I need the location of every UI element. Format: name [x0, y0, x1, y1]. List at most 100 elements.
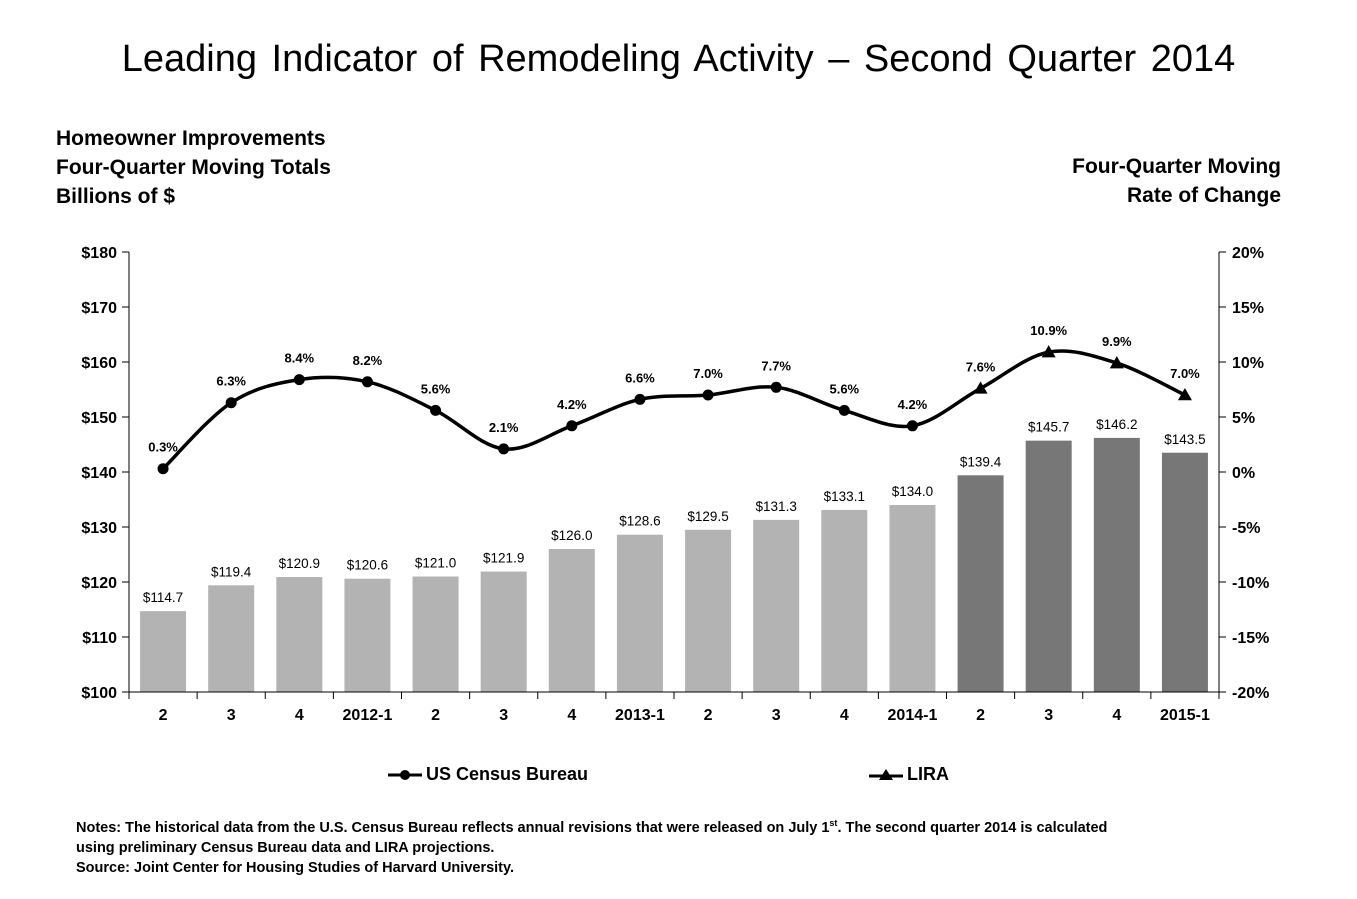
x-axis-tick-label: 2	[159, 707, 168, 724]
bar	[140, 611, 187, 692]
lira-point	[1177, 388, 1192, 401]
bar	[412, 576, 459, 692]
line-value-label: 5.6%	[421, 381, 451, 396]
right-axis-tick-label: 15%	[1232, 300, 1264, 317]
left-axis-title-line: Homeowner Improvements	[56, 127, 326, 150]
left-axis-tick-label: $120	[81, 575, 117, 592]
left-axis-title: Homeowner Improvements Four-Quarter Movi…	[56, 124, 331, 211]
right-axis-tick-label: -5%	[1232, 520, 1260, 537]
triangle-marker-line-icon	[869, 769, 903, 781]
x-axis-tick-label: 2	[976, 707, 985, 724]
bar-value-label: $143.5	[1164, 432, 1205, 447]
bar	[548, 549, 595, 692]
footnote-line: Notes: The historical data from the U.S.…	[76, 818, 1276, 838]
left-axis-title-line: Billions of $	[56, 185, 176, 208]
line-value-label: 7.7%	[761, 358, 791, 373]
bar-value-label: $145.7	[1028, 420, 1069, 435]
x-axis-tick-label: 4	[567, 707, 576, 724]
line-value-label: 7.0%	[693, 366, 723, 381]
line-value-label: 8.2%	[353, 353, 383, 368]
bar-value-label: $128.6	[619, 514, 660, 529]
bar-value-label: $139.4	[960, 454, 1002, 469]
bar	[344, 578, 391, 692]
bar-value-label: $129.5	[687, 509, 728, 524]
census-point	[498, 443, 510, 455]
line-value-label: 10.9%	[1030, 323, 1067, 338]
left-axis-tick-label: $140	[81, 465, 117, 482]
x-axis-tick-label: 4	[840, 707, 849, 724]
census-point	[702, 389, 714, 401]
bar	[685, 529, 732, 692]
right-axis-title-line: Four-Quarter Moving	[1072, 155, 1281, 178]
bar-value-label: $146.2	[1096, 417, 1137, 432]
footnote-superscript: st	[829, 818, 838, 829]
bar	[276, 577, 323, 692]
bar-value-label: $121.9	[483, 551, 524, 566]
bar	[1161, 452, 1208, 692]
bar	[821, 509, 868, 692]
line-value-label: 7.0%	[1170, 366, 1200, 381]
line-value-label: 6.6%	[625, 370, 655, 385]
census-point	[906, 420, 918, 432]
bar-value-label: $131.3	[756, 499, 797, 514]
right-axis-tick-label: -20%	[1232, 685, 1269, 702]
rate-of-change-line	[161, 349, 1186, 470]
bar-value-label: $119.4	[211, 564, 252, 579]
census-point	[838, 404, 850, 416]
x-axis-tick-label: 3	[772, 707, 781, 724]
bar-value-label: $120.9	[279, 556, 320, 571]
x-axis-tick-label: 4	[1112, 707, 1121, 724]
bar	[753, 519, 800, 692]
x-axis-tick-label: 3	[499, 707, 508, 724]
left-axis-tick-label: $160	[81, 355, 117, 372]
bar-value-label: $120.6	[347, 558, 388, 573]
x-axis-tick-label: 2012-1	[343, 707, 393, 724]
bar	[616, 534, 663, 692]
census-point	[770, 381, 782, 393]
census-point	[225, 397, 237, 409]
footnote-source: Source: Joint Center for Housing Studies…	[76, 860, 515, 876]
line-value-label: 5.6%	[829, 381, 859, 396]
bar-value-label: $133.1	[824, 489, 865, 504]
bar-value-label: $126.0	[551, 528, 592, 543]
line-value-label: 9.9%	[1102, 334, 1132, 349]
right-axis-tick-label: 0%	[1232, 465, 1255, 482]
right-axis-tick-label: 20%	[1232, 245, 1264, 262]
bar-value-label: $114.7	[143, 590, 183, 605]
lira-point	[1109, 356, 1124, 369]
left-axis-tick-label: $110	[82, 630, 117, 647]
legend-census: US Census Bureau	[386, 764, 588, 785]
line-value-label: 8.4%	[284, 351, 314, 366]
left-axis-title-line: Four-Quarter Moving Totals	[56, 156, 331, 179]
bar	[889, 505, 936, 692]
left-axis-tick-label: $180	[81, 245, 117, 262]
footnotes: Notes: The historical data from the U.S.…	[76, 818, 1276, 878]
line-value-label: 7.6%	[966, 359, 996, 374]
right-axis-title: Four-Quarter Moving Rate of Change	[1072, 152, 1281, 210]
bar	[480, 571, 527, 692]
line-value-label: 4.2%	[898, 397, 928, 412]
left-axis-tick-label: $130	[81, 520, 117, 537]
x-axis-tick-label: 3	[1044, 707, 1053, 724]
x-axis-tick-label: 2	[431, 707, 440, 724]
bar	[208, 585, 255, 692]
line-value-label: 4.2%	[557, 397, 587, 412]
right-axis-tick-label: 5%	[1232, 410, 1255, 427]
line-value-label: 0.3%	[148, 440, 178, 455]
bar	[1025, 440, 1072, 692]
bar	[957, 475, 1004, 692]
left-axis-tick-label: $150	[81, 410, 117, 427]
bar	[1093, 437, 1140, 692]
lira-point	[973, 381, 988, 394]
x-axis-tick-label: 3	[227, 707, 236, 724]
census-point	[634, 393, 646, 405]
left-axis-tick-label: $170	[81, 300, 117, 317]
chart-title: Leading Indicator of Remodeling Activity…	[121, 38, 1236, 80]
circle-marker-line-icon	[388, 770, 422, 781]
footnote-text: Notes: The historical data from the U.S.…	[76, 820, 830, 836]
right-axis-title-line: Rate of Change	[1126, 184, 1281, 207]
x-axis-tick-label: 4	[295, 707, 304, 724]
census-point	[157, 463, 169, 475]
footnote-text: . The second quarter 2014 is calculated	[837, 820, 1108, 836]
x-axis-tick-label: 2	[704, 707, 713, 724]
